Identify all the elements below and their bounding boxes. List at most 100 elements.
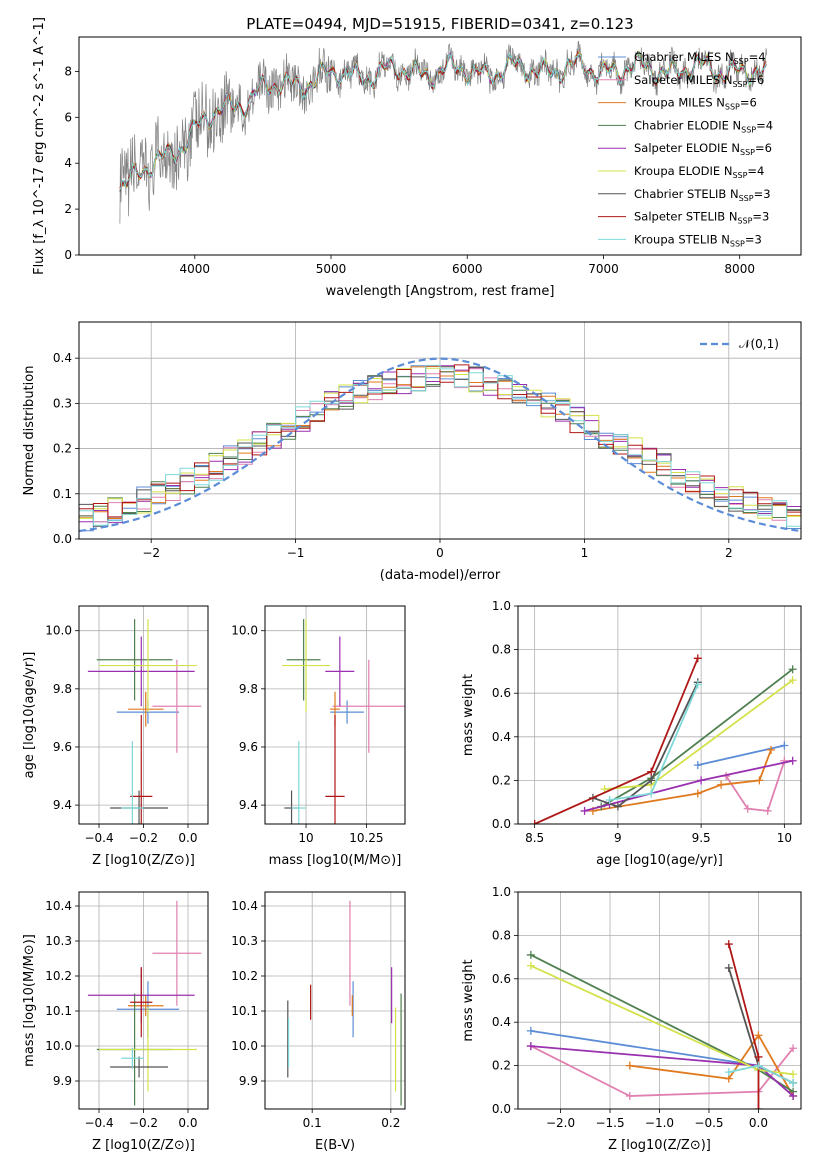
residuals-plot-area <box>79 357 801 533</box>
mass_vs_EBV-frame <box>264 891 406 1110</box>
age_vs_Z-xtick-label: 0.0 <box>178 831 197 845</box>
mass_vs_Z-frame <box>78 891 209 1110</box>
weight_vs_age-xtick-label: 9 <box>614 831 622 845</box>
age_vs_Z-ytick-label: 9.4 <box>53 798 72 812</box>
residuals-xtick-label: 1 <box>581 546 589 560</box>
legend-entry-count: =3 <box>745 232 762 246</box>
weight_vs_age-series-marker <box>580 806 589 815</box>
weight_vs_Z-series-marker <box>724 940 733 949</box>
age_vs_mass-plot-area <box>281 619 405 824</box>
weight_vs_age-series-marker <box>743 804 752 813</box>
weight_vs_age-series-marker <box>755 776 764 785</box>
legend-entry-subscript: SSP <box>730 239 745 248</box>
weight_vs_age-series-marker <box>530 820 539 824</box>
weight_vs_age-xtick-label: 8.5 <box>525 831 544 845</box>
spectrum-xlabel: wavelength [Angstrom, rest frame] <box>326 284 555 299</box>
weight_vs_age-series-marker <box>693 789 702 798</box>
weight_vs_age-xlabel: age [log10(age/yr)] <box>596 853 723 868</box>
weight_vs_Z-xtick-label: −1.5 <box>595 1116 624 1130</box>
weight_vs_age-ytick-label: 0.8 <box>492 643 511 657</box>
mass_vs_EBV-ytick-label: 10.2 <box>231 969 258 983</box>
residuals-ytick-label: 0.1 <box>53 487 72 501</box>
weight_vs_Z-xtick-label: −0.5 <box>694 1116 723 1130</box>
mass_vs_Z-xtick-label: −0.4 <box>84 1116 113 1130</box>
legend-entry-subscript: SSP <box>737 217 752 226</box>
weight_vs_age-plot-area <box>530 654 797 824</box>
age_vs_mass-ytick-label: 9.4 <box>239 798 258 812</box>
panels-group: 4000 5000 6000 7000 8000 0 2 4 6 8 wavelength [Ang… <box>22 17 802 1153</box>
weight_vs_age-ylabel: mass weight <box>461 674 476 756</box>
spectrum-ytick-label: 2 <box>64 202 72 216</box>
residuals-panel: −2 −1 0 1 2 0.0 0.1 0.2 0.3 0.4 (data-model)/error… <box>22 321 802 583</box>
legend-entry: Kroupa STELIB NSSP=3 <box>634 232 762 248</box>
legend-entry-subscript: SSP <box>725 103 740 112</box>
residuals-xtick-label: 0 <box>436 546 444 560</box>
weight_vs_Z-xtick-label: −2.0 <box>546 1116 575 1130</box>
mass_vs_Z-panel: −0.4 −0.2 0.0 9.9 10.0 10.1 10.2 10.3 10.4 Z [log… <box>22 891 209 1153</box>
residuals-ytick-label: 0.2 <box>53 442 72 456</box>
mass_vs_Z-ylabel: mass [log10(M/M⊙)] <box>22 934 37 1067</box>
legend-entry: Salpeter STELIB NSSP=3 <box>634 210 769 226</box>
legend-entry-name: Salpeter MILES N <box>634 73 732 87</box>
weight_vs_age-series-marker <box>647 767 656 776</box>
age_vs_mass-frame <box>264 605 406 825</box>
legend-entry-subscript: SSP <box>741 125 756 134</box>
residuals-xtick-label: −1 <box>287 546 305 560</box>
mass_vs_EBV-xlabel: E(B-V) <box>315 1138 355 1153</box>
weight_vs_Z-xtick-label: 0.0 <box>749 1116 768 1130</box>
legend-entry: Kroupa ELODIE NSSP=4 <box>634 164 764 180</box>
mass_vs_Z-xlabel: Z [log10(Z/Z⊙)] <box>92 1138 195 1153</box>
residual-histogram <box>79 364 801 527</box>
residuals-ylabel: Normed distribution <box>22 366 37 496</box>
mass_vs_EBV-ytick-label: 10.3 <box>231 934 258 948</box>
weight_vs_age-series-marker <box>647 789 656 798</box>
weight_vs_Z-ytick-label: 0.8 <box>492 928 511 942</box>
legend-entry-count: =4 <box>749 50 766 64</box>
legend-entry-name: Kroupa MILES N <box>634 96 725 110</box>
weight_vs_age-series-line <box>592 681 699 808</box>
age_vs_Z-ytick-label: 9.8 <box>53 682 72 696</box>
weight_vs_Z-series-marker <box>754 1105 763 1109</box>
weight_vs_Z-series-marker <box>625 1091 634 1100</box>
weight_vs_age-series-marker <box>780 741 789 750</box>
figure-title: PLATE=0494, MJD=51915, FIBERID=0341, z=0… <box>246 15 633 33</box>
spectrum-model-line <box>119 51 767 190</box>
age_vs_Z-frame <box>78 605 209 825</box>
weight_vs_Z-series-marker <box>724 963 733 972</box>
weight_vs_Z-ytick-label: 0.6 <box>492 972 511 986</box>
age_vs_Z-ytick-label: 10.0 <box>45 624 72 638</box>
residuals-frame <box>78 321 802 540</box>
weight_vs_age-series-marker <box>788 676 797 685</box>
age_vs_mass-ytick-label: 9.6 <box>239 740 258 754</box>
weight_vs_Z-series-marker <box>754 1052 763 1061</box>
mass_vs_Z-ytick-label: 10.1 <box>45 1004 72 1018</box>
weight_vs_age-series-marker <box>788 665 797 674</box>
weight_vs_age-series-marker <box>693 680 702 689</box>
weight_vs_age-frame <box>517 605 802 825</box>
legend-entry-count: =4 <box>756 118 773 132</box>
age_vs_mass-xlabel: mass [log10(M/M⊙)] <box>269 853 402 868</box>
age_vs_Z-ylabel: age [log10(age/yr)] <box>22 652 37 779</box>
weight_vs_age-series-marker <box>693 654 702 663</box>
legend-entry-count: =3 <box>754 187 771 201</box>
weight_vs_age-series-marker <box>767 745 776 754</box>
legend-entry-subscript: SSP <box>739 194 754 203</box>
age_vs_Z-plot-area <box>87 619 202 824</box>
mass_vs_Z-ytick-label: 10.0 <box>45 1039 72 1053</box>
weight_vs_Z-series-marker <box>754 1061 763 1070</box>
legend-entry: Chabrier ELODIE NSSP=4 <box>634 118 773 134</box>
age_vs_Z-xlabel: Z [log10(Z/Z⊙)] <box>92 853 195 868</box>
weight_vs_Z-series-marker <box>625 1061 634 1070</box>
residuals-xlabel: (data-model)/error <box>380 568 501 583</box>
weight_vs_Z-ytick-label: 0.4 <box>492 1015 511 1029</box>
weight_vs_Z-plot-area <box>526 940 798 1109</box>
mass_vs_EBV-panel: 0.1 0.2 9.9 10.0 10.1 10.2 10.3 10.4 E(B-V) <box>231 891 406 1153</box>
spectrum-ytick-label: 4 <box>64 156 72 170</box>
weight_vs_Z-series-marker <box>789 1091 798 1100</box>
age_vs_mass-ytick-label: 9.8 <box>239 682 258 696</box>
spectrum-ylabel: Flux [f_λ 10^-17 erg cm^-2 s^-1 A^-1] <box>32 17 47 275</box>
legend-entry-subscript: SSP <box>732 171 747 180</box>
age_vs_Z-panel: −0.4 −0.2 0.0 9.4 9.6 9.8 10.0 Z [log10(Z/Z⊙)] a… <box>22 605 209 868</box>
mass_vs_Z-ytick-label: 10.4 <box>45 899 72 913</box>
legend-entry-name: Kroupa STELIB N <box>634 232 730 246</box>
